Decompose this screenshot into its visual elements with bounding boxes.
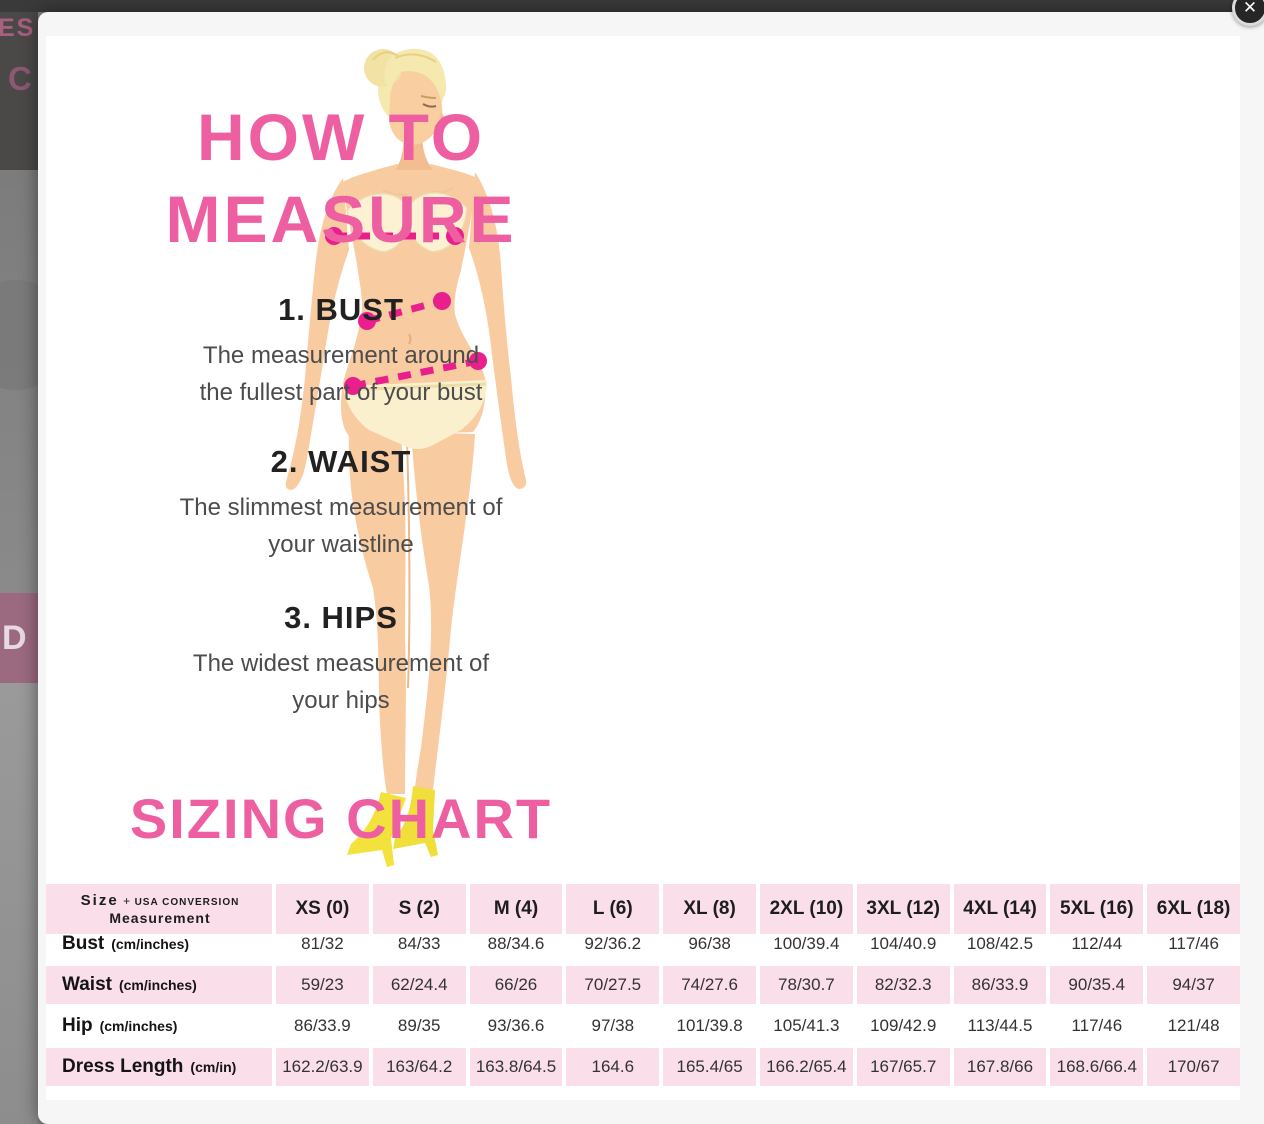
table-cell: 82/32.3 xyxy=(856,966,950,1004)
background-footer-fragment xyxy=(0,683,38,1124)
table-cell: 121/48 xyxy=(1167,1016,1220,1035)
sizing-chart-title: SIZING CHART xyxy=(129,787,553,850)
table-cell: 112/44 xyxy=(1071,934,1123,953)
row-label-bust: Bust (cm/inches) xyxy=(62,933,190,954)
background-logo-fragment: ES xyxy=(0,14,36,42)
table-cell: 163/64.2 xyxy=(372,1048,466,1086)
table-cell: 100/39.4 xyxy=(773,934,840,953)
background-header-fragment: ES C xyxy=(0,12,38,170)
step-waist-heading: 2. WAIST xyxy=(270,444,412,479)
size-guide-modal: ✕ xyxy=(38,0,1264,1124)
step-bust-text-line1: The measurement around xyxy=(202,342,480,369)
corner-measurement-label: Measurement xyxy=(109,910,211,927)
measurement-lines xyxy=(334,232,479,390)
measurement-line-dots xyxy=(325,227,487,395)
table-cell: 117/46 xyxy=(1071,1016,1123,1035)
close-icon: ✕ xyxy=(1242,0,1258,17)
table-cell: 86/33.9 xyxy=(953,966,1047,1004)
table-cell: 162.2/63.9 xyxy=(276,1048,369,1086)
background-page-strip: ES C D xyxy=(0,12,38,1124)
table-cell: 81/32 xyxy=(301,934,344,953)
how-to-measure-title: HOW TO MEASURE xyxy=(46,96,636,260)
size-guide-infographic: HOW TO MEASURE 1. BUST The measurement a… xyxy=(46,36,1240,1100)
table-cell: 96/38 xyxy=(688,934,731,953)
step-waist-text-line1: The slimmest measurement of xyxy=(179,494,503,521)
column-header: L (6) xyxy=(566,884,660,934)
measurement-figure-illustration xyxy=(285,48,527,867)
row-label-waist: Waist (cm/inches) xyxy=(46,966,272,1004)
table-cell: 168.6/66.4 xyxy=(1050,1048,1144,1086)
background-top-bar xyxy=(0,0,1264,12)
table-cell: 89/35 xyxy=(397,1016,441,1035)
table-cell: 117/46 xyxy=(1168,934,1219,953)
title-line-2: MEASURE xyxy=(165,182,517,256)
step-bust-heading: 1. BUST xyxy=(278,292,404,327)
step-bust-text-line2: the fullest part of your bust xyxy=(199,379,483,406)
column-header: 3XL (12) xyxy=(856,884,950,934)
table-cell: 165.4/65 xyxy=(663,1048,756,1086)
step-hips: 3. HIPS The widest measurement of your h… xyxy=(46,600,636,719)
step-waist-text-line2: your waistline xyxy=(268,531,414,558)
column-header: M (4) xyxy=(469,884,563,934)
table-cell: 90/35.4 xyxy=(1050,966,1144,1004)
table-cell: 101/39.8 xyxy=(676,1016,743,1035)
background-circle-fragment xyxy=(0,280,38,390)
table-cell: 113/44.5 xyxy=(967,1016,1033,1035)
step-bust: 1. BUST The measurement around the fulle… xyxy=(46,292,636,411)
row-label-dress-length: Dress Length (cm/in) xyxy=(46,1048,272,1086)
column-header: 2XL (10) xyxy=(760,884,853,934)
table-cell: 170/67 xyxy=(1147,1048,1240,1086)
table-cell: 92/36.2 xyxy=(584,934,642,953)
table-cell: 88/34.6 xyxy=(487,934,545,953)
background-band-fragment: D xyxy=(0,593,38,683)
table-cell: 105/41.3 xyxy=(773,1016,840,1035)
step-hips-text-line1: The widest measurement of xyxy=(192,650,490,677)
column-header: XS (0) xyxy=(276,884,369,934)
step-hips-heading: 3. HIPS xyxy=(284,600,398,635)
step-waist: 2. WAIST The slimmest measurement of you… xyxy=(46,444,636,563)
corner-size-label: Size + USA CONVERSION xyxy=(80,891,240,909)
title-line-1: HOW TO xyxy=(196,100,486,174)
step-hips-text-line2: your hips xyxy=(292,687,390,714)
table-cell: 86/33.9 xyxy=(294,1016,351,1035)
table-cell: 66/26 xyxy=(469,966,563,1004)
table-cell: 166.2/65.4 xyxy=(760,1048,853,1086)
column-header: S (2) xyxy=(372,884,466,934)
column-header: 4XL (14) xyxy=(953,884,1047,934)
table-cell: 108/42.5 xyxy=(966,934,1034,953)
table-cell: 167.8/66 xyxy=(953,1048,1047,1086)
table-cell: 97/38 xyxy=(591,1016,635,1035)
table-cell: 62/24.4 xyxy=(372,966,466,1004)
background-band-letter: D xyxy=(2,619,27,657)
table-cell: 167/65.7 xyxy=(856,1048,950,1086)
table-cell: 78/30.7 xyxy=(760,966,853,1004)
column-header: 5XL (16) xyxy=(1050,884,1144,934)
table-cell: 109/42.9 xyxy=(870,1016,937,1035)
column-header: 6XL (18) xyxy=(1147,884,1240,934)
column-header: XL (8) xyxy=(663,884,756,934)
table-cell: 104/40.9 xyxy=(870,934,937,953)
table-cell: 59/23 xyxy=(276,966,369,1004)
table-cell: 70/27.5 xyxy=(566,966,660,1004)
table-cell: 164.6 xyxy=(566,1048,660,1086)
table-cell: 163.8/64.5 xyxy=(469,1048,563,1086)
sizing-table: Size + USA CONVERSION Measurement XS (0)… xyxy=(46,884,1240,1086)
table-corner-cell: Size + USA CONVERSION Measurement xyxy=(46,884,272,934)
background-text-fragment: C xyxy=(8,60,32,97)
background-body-fragment xyxy=(0,170,38,593)
table-cell: 93/36.6 xyxy=(487,1016,545,1035)
table-cell: 94/37 xyxy=(1147,966,1240,1004)
table-cell: 84/33 xyxy=(397,934,441,953)
table-cell: 74/27.6 xyxy=(663,966,756,1004)
row-label-hip: Hip (cm/inches) xyxy=(62,1015,178,1036)
close-button[interactable]: ✕ xyxy=(1232,0,1264,26)
